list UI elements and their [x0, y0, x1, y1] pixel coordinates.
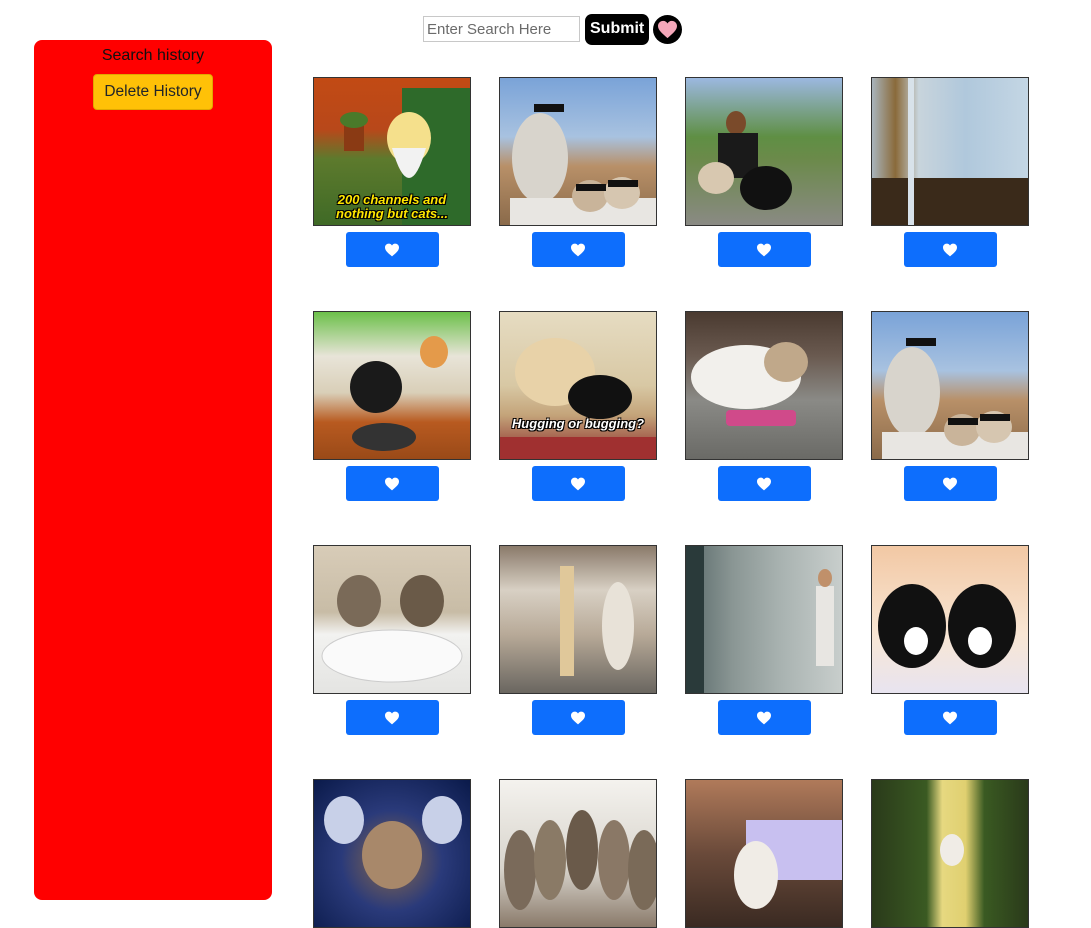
gif-image — [685, 779, 843, 928]
heart-icon — [757, 477, 771, 490]
gif-card — [685, 77, 843, 267]
gif-illustration — [691, 342, 808, 426]
like-button[interactable] — [717, 466, 811, 501]
gif-illustration — [350, 336, 448, 451]
like-button[interactable] — [903, 466, 997, 501]
like-button[interactable] — [345, 700, 439, 735]
gif-caption: 200 channels and nothing but cats... — [336, 192, 448, 221]
heart-icon — [571, 477, 585, 490]
gif-card — [871, 545, 1029, 735]
heart-icon — [385, 243, 399, 256]
search-bar: Submit — [423, 13, 683, 45]
gif-card — [499, 77, 657, 267]
gif-image: 200 channels and nothing but cats... — [313, 77, 471, 226]
gif-illustration — [500, 338, 656, 459]
gif-image — [871, 779, 1029, 928]
heart-icon — [943, 477, 957, 490]
gif-card: Hugging or bugging? — [499, 311, 657, 501]
gif-card — [685, 545, 843, 735]
submit-button[interactable]: Submit — [585, 13, 650, 45]
heart-icon — [385, 711, 399, 724]
gif-illustration — [340, 88, 470, 225]
gif-image — [871, 311, 1029, 460]
heart-icon — [757, 711, 771, 724]
gif-illustration — [324, 796, 462, 889]
like-button[interactable] — [345, 466, 439, 501]
gif-card — [871, 311, 1029, 501]
gif-image — [685, 311, 843, 460]
gif-illustration — [872, 78, 1028, 225]
gif-card — [871, 77, 1029, 267]
gif-card — [685, 779, 843, 928]
delete-history-button[interactable]: Delete History — [93, 74, 213, 110]
like-button[interactable] — [531, 466, 625, 501]
gif-card — [499, 545, 657, 735]
gif-illustration — [560, 566, 634, 676]
sidebar-title: Search history — [101, 47, 205, 64]
gif-image — [313, 779, 471, 928]
favorites-button[interactable] — [653, 14, 683, 44]
like-button[interactable] — [531, 700, 625, 735]
heart-icon — [658, 20, 678, 38]
gif-card — [871, 779, 1029, 928]
like-button[interactable] — [717, 232, 811, 267]
search-input[interactable] — [423, 16, 580, 42]
like-button[interactable] — [531, 232, 625, 267]
gif-illustration — [510, 104, 656, 225]
heart-icon — [571, 711, 585, 724]
gif-grid: 200 channels and nothing but cats... — [313, 77, 1033, 928]
gif-caption: Hugging or bugging? — [511, 416, 645, 431]
gif-image — [685, 545, 843, 694]
gif-image — [313, 311, 471, 460]
gif-image — [313, 545, 471, 694]
heart-icon — [571, 243, 585, 256]
gif-illustration — [940, 834, 964, 866]
gif-image — [499, 77, 657, 226]
gif-illustration — [878, 584, 1016, 668]
gif-card: 200 channels and nothing but cats... — [313, 77, 471, 267]
gif-illustration — [882, 338, 1028, 459]
gif-image — [871, 545, 1029, 694]
gif-card — [313, 311, 471, 501]
gif-image — [871, 77, 1029, 226]
heart-icon — [757, 243, 771, 256]
gif-illustration — [686, 546, 834, 693]
gif-illustration — [321, 575, 463, 683]
gif-illustration — [698, 111, 792, 210]
gif-illustration — [504, 810, 656, 910]
search-history-sidebar: Search history Delete History — [34, 40, 272, 900]
gif-image — [685, 77, 843, 226]
heart-icon — [385, 477, 399, 490]
gif-image — [499, 779, 657, 928]
gif-image: Hugging or bugging? — [499, 311, 657, 460]
like-button[interactable] — [903, 700, 997, 735]
gif-card — [313, 545, 471, 735]
gif-image — [499, 545, 657, 694]
gif-card — [685, 311, 843, 501]
like-button[interactable] — [345, 232, 439, 267]
like-button[interactable] — [717, 700, 811, 735]
like-button[interactable] — [903, 232, 997, 267]
gif-card — [499, 779, 657, 928]
gif-illustration — [734, 820, 842, 909]
heart-icon — [943, 243, 957, 256]
gif-card — [313, 779, 471, 928]
heart-icon — [943, 711, 957, 724]
